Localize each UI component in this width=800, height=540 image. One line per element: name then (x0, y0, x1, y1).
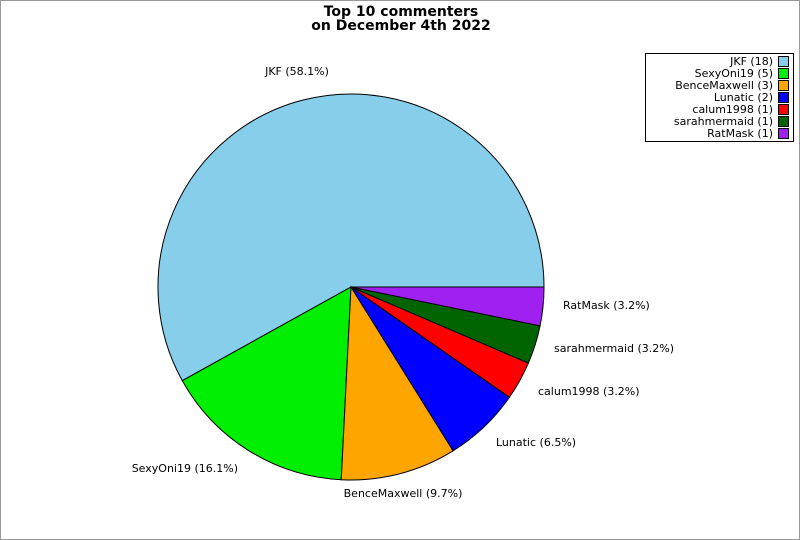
legend-color-swatch (778, 103, 789, 115)
legend-item-RatMask: RatMask (1) (650, 127, 789, 139)
legend-color-swatch (778, 56, 789, 68)
slice-label-BenceMaxwell: BenceMaxwell (9.7%) (343, 487, 463, 500)
legend-item-label: BenceMaxwell (3) (675, 79, 773, 93)
legend-item-label: SexyOni19 (5) (694, 67, 773, 81)
pie-slice-SexyOni19 (181, 286, 352, 481)
chart-title: Top 10 commenters on December 4th 2022 (1, 4, 799, 34)
slice-label-Lunatic: Lunatic (6.5%) (496, 436, 577, 449)
legend-color-swatch (778, 127, 789, 139)
legend-item-label: Lunatic (2) (713, 91, 773, 104)
slice-label-JKF: JKF (58.1%) (265, 65, 329, 78)
slice-label-sarahmermaid: sarahmermaid (3.2%) (554, 342, 675, 355)
pie-slice-BenceMaxwell (340, 285, 454, 481)
legend-item-calum1998: calum1998 (1) (650, 103, 789, 115)
pie-slice-RatMask (350, 286, 545, 327)
slice-label-RatMask: RatMask (3.2%) (563, 299, 650, 312)
legend-item-label: JKF (18) (730, 55, 773, 69)
legend-item-label: RatMask (1) (707, 126, 773, 140)
legend-box: JKF (18) SexyOni19 (5) BenceMaxwell (3) Lun… (645, 53, 794, 142)
legend-item-sarahmermaid: sarahmermaid (1) (650, 115, 789, 127)
legend-item-JKF: JKF (18) (650, 56, 789, 68)
chart-title-line2: on December 4th 2022 (311, 18, 491, 34)
slice-label-SexyOni19: SexyOni19 (16.1%) (131, 462, 238, 475)
chart-title-line1: Top 10 commenters (323, 4, 479, 20)
slice-label-calum1998: calum1998 (3.2%) (538, 385, 640, 398)
legend-item-BenceMaxwell: BenceMaxwell (3) (650, 80, 789, 92)
legend-color-swatch (778, 115, 789, 127)
legend-item-label: sarahmermaid (1) (673, 114, 773, 128)
legend-color-swatch (778, 92, 789, 103)
legend-item-SexyOni19: SexyOni19 (5) (650, 68, 789, 80)
pie-slice-JKF (157, 93, 545, 382)
legend-color-swatch (778, 68, 789, 80)
legend-item-Lunatic: Lunatic (2) (650, 92, 789, 104)
legend-color-swatch (778, 80, 789, 92)
legend-item-label: calum1998 (1) (692, 102, 773, 116)
